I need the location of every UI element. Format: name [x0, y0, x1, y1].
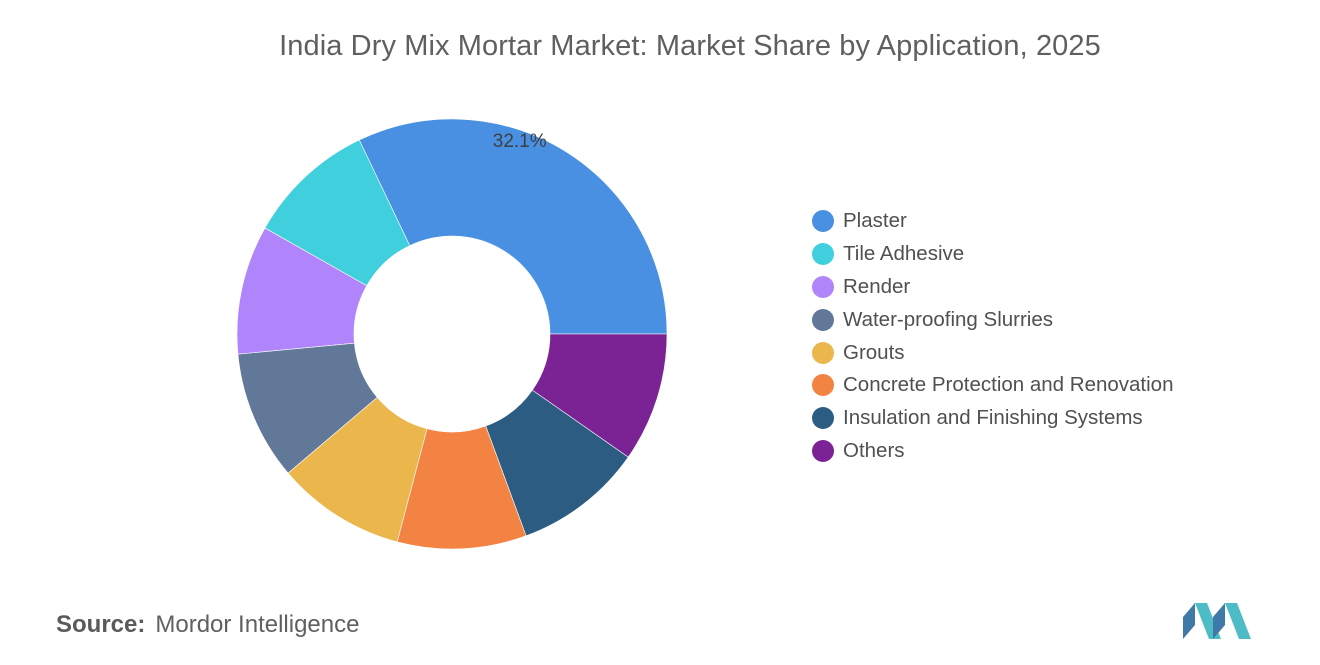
legend-label: Render	[843, 274, 911, 298]
legend-label: Others	[843, 438, 905, 462]
donut-slices	[236, 118, 668, 550]
legend-item: Tile Adhesive	[812, 238, 1173, 271]
legend-item: Concrete Protection and Renovation	[812, 369, 1173, 402]
legend-swatch-icon	[812, 210, 834, 233]
legend-swatch-icon	[812, 439, 834, 462]
mordor-logo-icon	[1183, 603, 1251, 639]
data-label-plaster: 32.1%	[493, 131, 547, 152]
chart-legend: Plaster Tile Adhesive Render Water-proofing…	[812, 205, 1173, 467]
legend-swatch-icon	[812, 341, 834, 364]
legend-label: Water-proofing Slurries	[843, 307, 1054, 331]
legend-item: Insulation and Finishing Systems	[812, 402, 1173, 435]
legend-label: Plaster	[843, 209, 907, 233]
legend-item: Render	[812, 271, 1173, 304]
legend-swatch-icon	[812, 374, 834, 397]
legend-label: Tile Adhesive	[843, 242, 965, 266]
donut-chart: 32.1%	[236, 118, 668, 550]
legend-label: Grouts	[843, 340, 905, 364]
source-note: Source: Mordor Intelligence	[56, 611, 359, 639]
legend-item: Water-proofing Slurries	[812, 303, 1173, 336]
legend-swatch-icon	[812, 243, 834, 266]
legend-label: Concrete Protection and Renovation	[843, 373, 1174, 397]
chart-title: India Dry Mix Mortar Market: Market Shar…	[279, 30, 1101, 62]
legend-item: Grouts	[812, 336, 1173, 369]
legend-item: Plaster	[812, 205, 1173, 238]
slice-others	[531, 333, 668, 458]
legend-swatch-icon	[812, 275, 834, 298]
legend-item: Others	[812, 435, 1173, 468]
donut-data-labels: 32.1%	[493, 131, 547, 152]
legend-label: Insulation and Finishing Systems	[843, 406, 1143, 430]
source-value: Mordor Intelligence	[155, 611, 360, 638]
slice-plaster	[358, 118, 668, 335]
legend-swatch-icon	[812, 407, 834, 430]
source-label: Source:	[56, 611, 146, 638]
legend-swatch-icon	[812, 308, 834, 331]
